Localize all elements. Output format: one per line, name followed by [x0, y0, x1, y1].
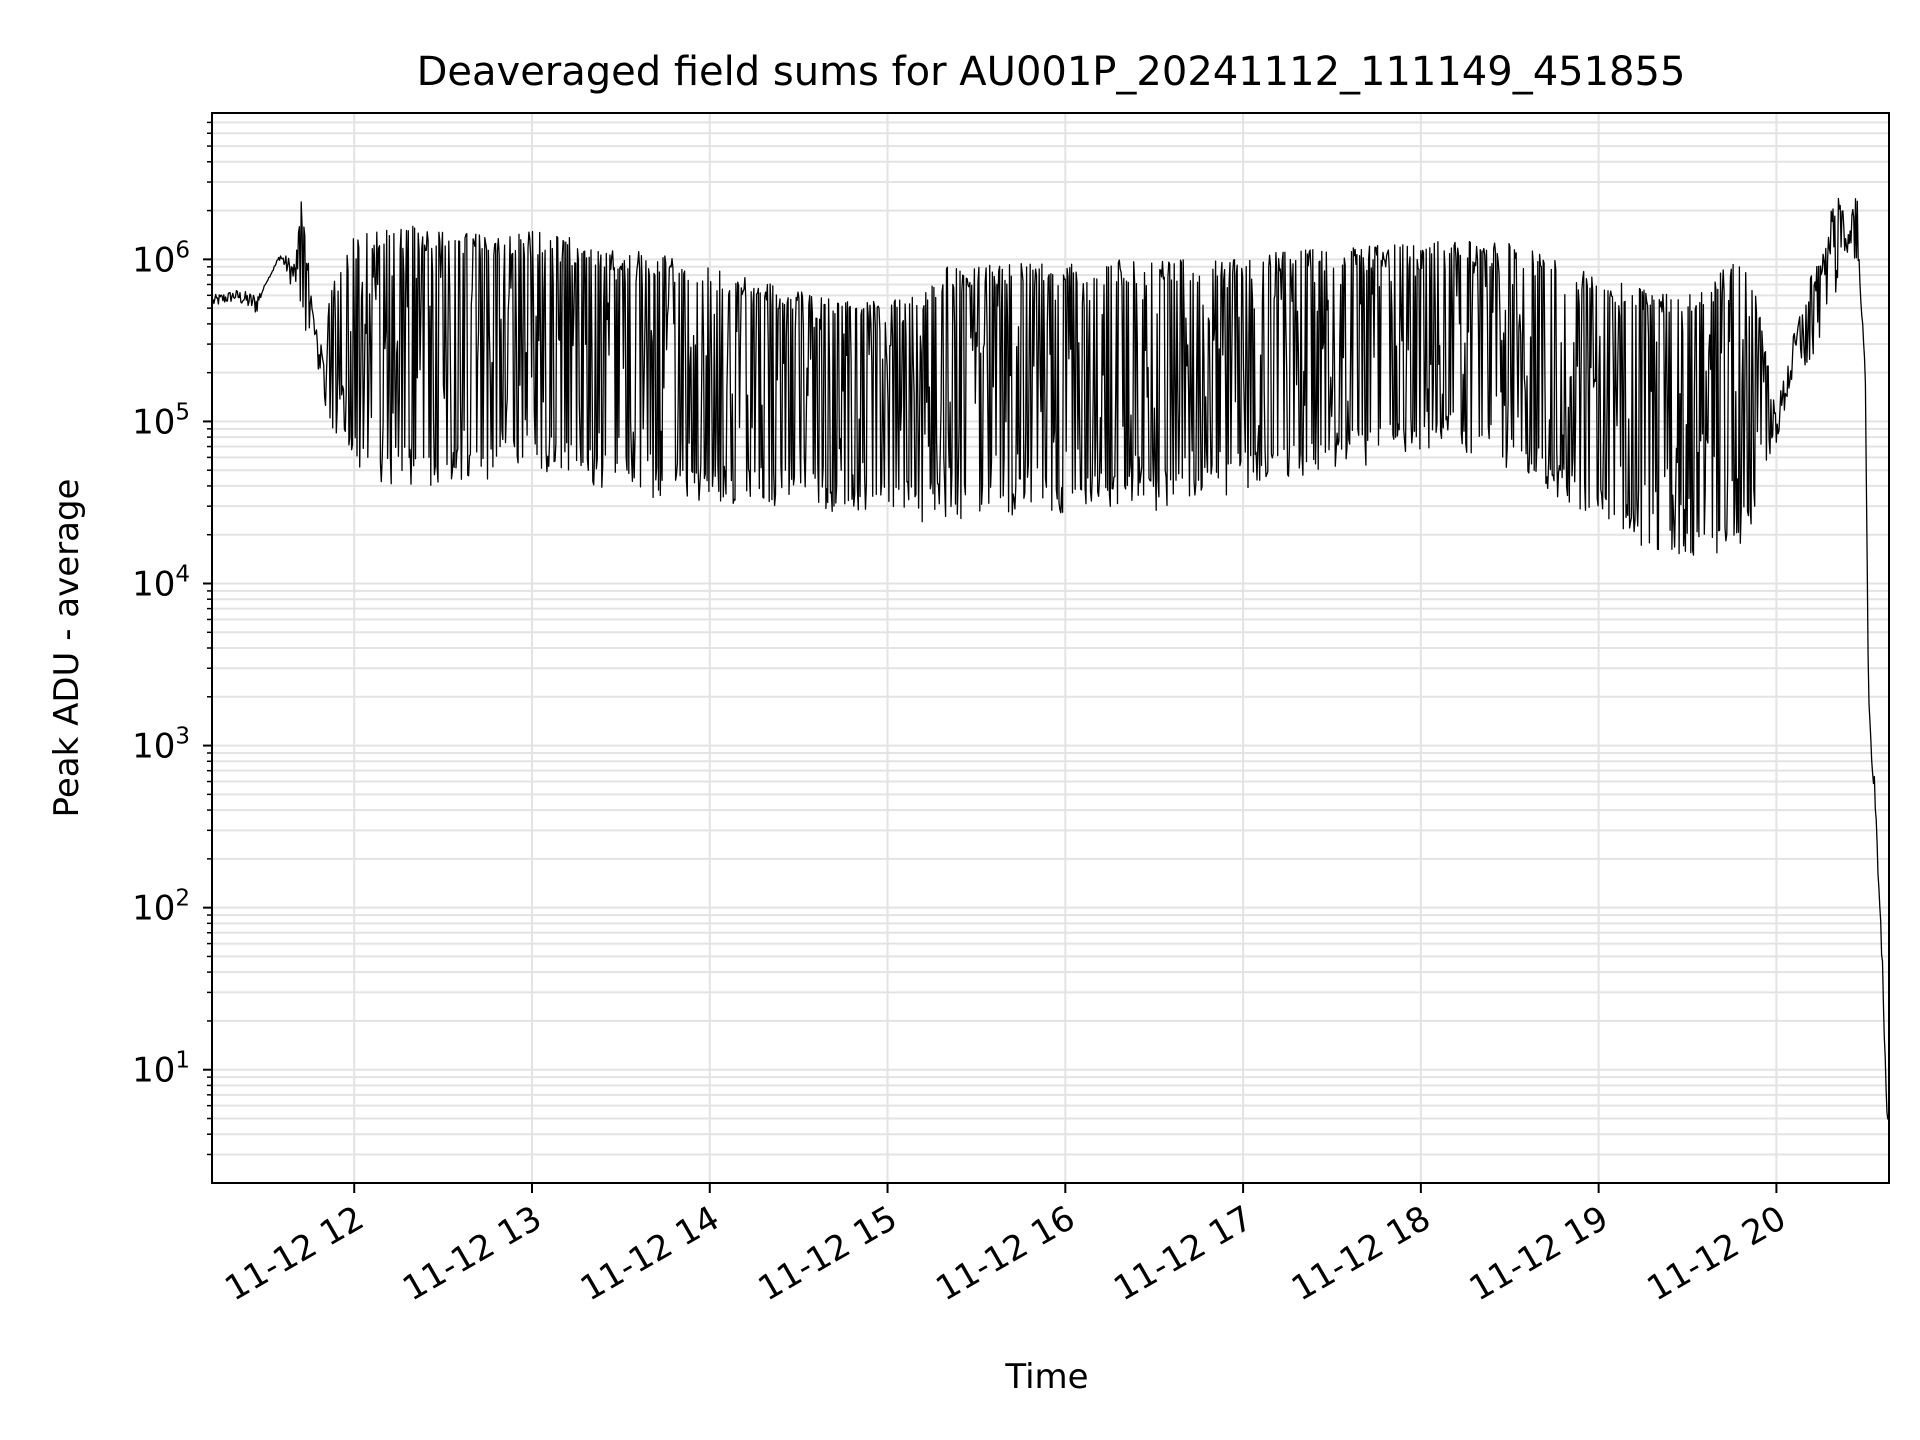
x-axis-label: Time	[1004, 1357, 1088, 1397]
plot-area	[212, 197, 1889, 1120]
y-axis-label: Peak ADU - average	[47, 479, 87, 818]
y-tick-label: 104	[132, 562, 190, 605]
chart-title: Deaveraged field sums for AU001P_2024111…	[417, 49, 1686, 95]
y-tick-label: 102	[132, 886, 190, 929]
y-tick-label: 103	[132, 724, 190, 767]
data-series-line	[212, 197, 1889, 1120]
y-tick-label: 101	[132, 1048, 190, 1091]
y-tick-label: 105	[132, 399, 190, 442]
y-axis-ticks: 101 102 103 104 105 106	[132, 121, 212, 1156]
y-tick-label: 106	[132, 237, 190, 280]
